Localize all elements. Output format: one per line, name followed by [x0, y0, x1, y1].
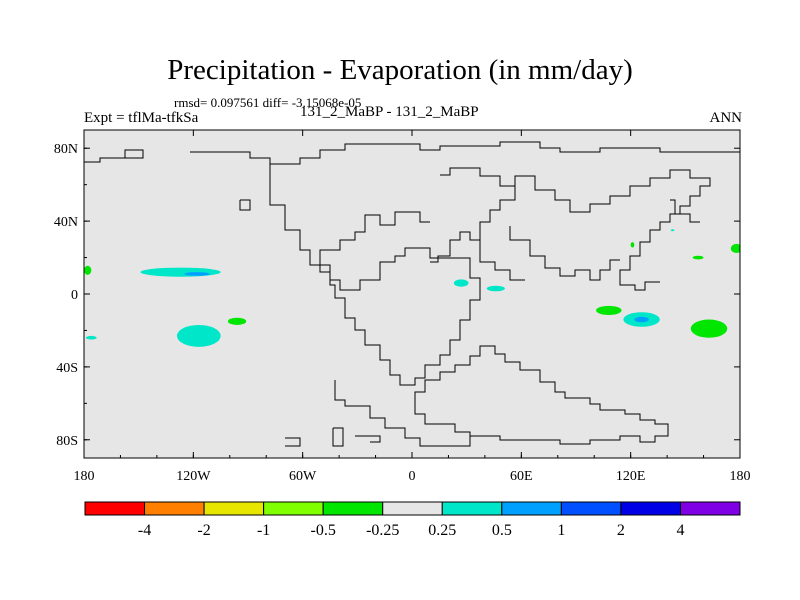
- colorbar-label: 4: [676, 522, 684, 539]
- anomaly-region-14: [692, 255, 704, 260]
- coastline-antarctic-islands: [285, 437, 301, 447]
- map-background: [84, 130, 740, 458]
- colorbar-label: -1: [257, 522, 270, 539]
- anomaly-region-1: [184, 272, 210, 276]
- colorbar-swatch: [560, 501, 622, 516]
- colorbar-label: -0.5: [311, 522, 336, 539]
- coastline-middle-east: [509, 226, 620, 281]
- anomaly-region-11: [690, 319, 728, 338]
- x-tick-label: 120E: [616, 469, 646, 484]
- coastline-north-asia: [430, 176, 516, 263]
- y-tick-label: 80N: [54, 142, 78, 157]
- x-tick-label: 120W: [176, 469, 211, 484]
- coastline-north-america: [190, 141, 740, 165]
- colorbar-swatch: [501, 501, 562, 516]
- experiment-label: Expt = tflMa-tfkSa: [84, 110, 199, 126]
- x-tick-label: 180: [74, 469, 95, 484]
- y-tick-label: 40N: [54, 215, 78, 230]
- colorbar-swatch: [263, 501, 324, 516]
- x-tick-label: 60E: [510, 469, 533, 484]
- anomaly-region-0: [140, 267, 221, 277]
- colorbar-swatch: [382, 501, 443, 516]
- coastline-arctic: [84, 149, 144, 163]
- coastline-antarctic-peninsula: [332, 427, 344, 447]
- coastline-arabia: [479, 240, 525, 281]
- colorbar-label: -2: [197, 522, 210, 539]
- colorbar-label: -4: [138, 522, 151, 539]
- colorbar-label: 1: [557, 522, 565, 539]
- colorbar-swatch: [620, 501, 681, 516]
- anomaly-region-10: [634, 316, 649, 323]
- anomaly-region-5: [227, 317, 247, 325]
- anomaly-region-8: [596, 305, 622, 315]
- anomaly-region-15: [630, 242, 635, 248]
- anomaly-region-13: [670, 229, 675, 232]
- colorbar-label: 0.5: [492, 522, 512, 539]
- colorbar-swatch: [203, 501, 265, 516]
- anomaly-layer: [84, 229, 740, 347]
- anomaly-region-4: [85, 335, 97, 340]
- coastline-canada-east: [269, 164, 430, 273]
- colorbar: -4 -2 -1 -0.5 -0.25 0.25 0.5 1 2 4: [84, 501, 741, 539]
- coastline-patagonia: [355, 435, 381, 443]
- x-tick-label: 0: [409, 469, 416, 484]
- coastline-east-asia: [670, 199, 700, 223]
- anomaly-region-6: [453, 279, 469, 287]
- continent-outlines: [84, 141, 740, 447]
- anomaly-region-7: [486, 285, 505, 292]
- axes: 180 120W 60W 0 60E 120E 180 80N 40N 0 40S 80S: [54, 130, 751, 484]
- coastline-south-america: [334, 345, 669, 447]
- colorbar-swatch: [441, 501, 503, 516]
- season-label: ANN: [709, 110, 743, 126]
- coastline-central-america: [329, 247, 450, 291]
- rmsd-diff-stats: rmsd= 0.097561 diff= -3.15068e-05: [174, 95, 362, 110]
- coastline-greenland: [239, 199, 251, 211]
- y-tick-label: 80S: [56, 434, 78, 449]
- colorbar-swatch: [322, 501, 384, 516]
- x-tick-label: 60W: [289, 469, 317, 484]
- anomaly-region-12: [730, 243, 740, 253]
- colorbar-label: -0.25: [366, 522, 399, 539]
- case-label: 131_2_MaBP - 131_2_MaBP: [300, 104, 479, 120]
- chart-title: Precipitation - Evaporation (in mm/day): [167, 54, 633, 86]
- colorbar-label: 0.25: [428, 522, 456, 539]
- anomaly-region-3: [176, 324, 221, 347]
- colorbar-swatch: [679, 501, 741, 516]
- y-tick-label: 40S: [56, 361, 78, 376]
- x-tick-label: 180: [730, 469, 751, 484]
- colorbar-label: 2: [617, 522, 625, 539]
- colorbar-swatch: [144, 501, 205, 516]
- anomaly-region-2: [84, 265, 92, 275]
- coastline-eurasia: [440, 167, 711, 291]
- coastline-africa: [329, 257, 481, 386]
- colorbar-swatch: [84, 501, 146, 516]
- y-tick-label: 0: [71, 288, 78, 303]
